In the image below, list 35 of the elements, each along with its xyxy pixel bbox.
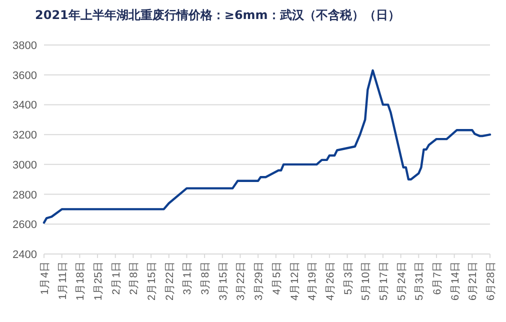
x-tick-label: 4月5日 <box>270 261 283 295</box>
y-tick-label: 2400 <box>12 249 37 261</box>
x-tick-label: 2月8日 <box>128 261 140 295</box>
x-tick-label: 5月3日 <box>342 261 354 295</box>
x-tick-label: 1月25日 <box>92 261 105 301</box>
x-tick-label: 5月10日 <box>360 261 372 301</box>
x-tick-label: 2月15日 <box>146 261 158 301</box>
y-tick-label: 3000 <box>12 159 37 172</box>
x-tick-label: 3月1日 <box>182 261 194 295</box>
y-tick-label: 3600 <box>12 70 37 82</box>
chart-title: 2021年上半年湖北重废行情价格：≥6mm：武汉（不含税）（日） <box>35 8 400 22</box>
y-tick-label: 2800 <box>12 189 37 202</box>
x-tick-label: 4月19日 <box>306 261 319 301</box>
y-tick-label: 2600 <box>12 219 37 232</box>
x-tick-label: 4月12日 <box>288 261 301 301</box>
x-tick-label: 6月21日 <box>467 261 480 301</box>
x-tick-label: 6月14日 <box>449 261 462 301</box>
x-tick-label: 1月11日 <box>56 261 69 300</box>
x-tick-label: 2月22日 <box>164 261 176 301</box>
x-tick-label: 4月26日 <box>324 261 336 301</box>
x-tick-label: 5月17日 <box>378 261 390 301</box>
y-tick-label: 3400 <box>12 100 37 112</box>
x-tick-label: 3月22日 <box>235 261 248 301</box>
x-tick-label: 2月1日 <box>110 261 122 295</box>
x-tick-label: 6月7日 <box>431 261 444 295</box>
x-tick-label: 3月15日 <box>217 261 230 301</box>
y-tick-label: 3800 <box>12 40 37 52</box>
y-tick-label: 3200 <box>12 130 37 142</box>
x-tick-label: 1月18日 <box>74 261 87 301</box>
x-tick-label: 1月4日 <box>39 261 51 295</box>
x-tick-label: 6月28日 <box>485 261 497 301</box>
x-tick-label: 3月8日 <box>200 261 212 295</box>
x-tick-label: 5月31日 <box>414 261 426 301</box>
x-tick-label: 5月24日 <box>396 261 408 301</box>
x-tick-label: 3月29日 <box>253 261 266 301</box>
